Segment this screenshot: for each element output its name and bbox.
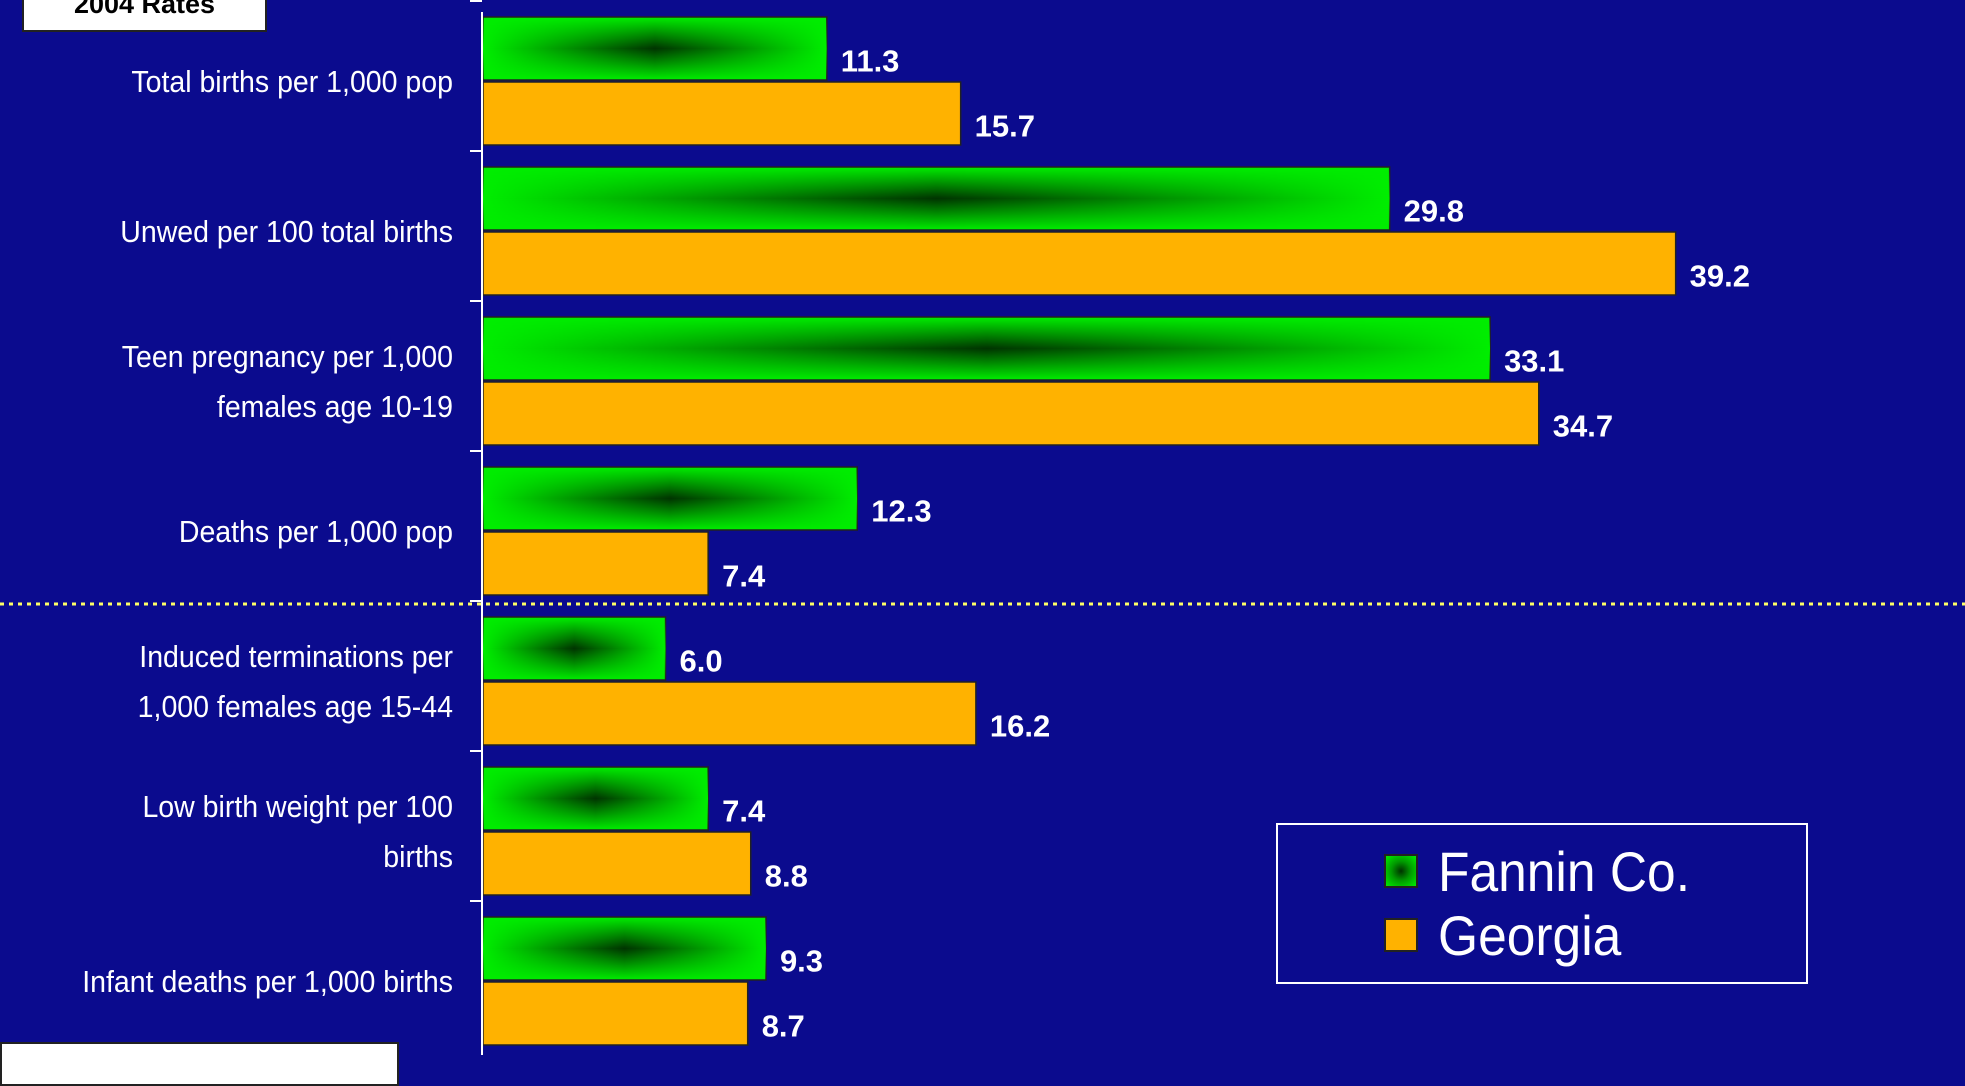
footer-box (0, 1042, 399, 1086)
bar-fannin-shading (483, 17, 827, 80)
legend-label-fannin: Fannin Co. (1438, 839, 1691, 903)
bar-georgia (482, 381, 1540, 446)
data-label-georgia: 7.4 (722, 559, 766, 594)
data-label-fannin: 29.8 (1404, 194, 1464, 229)
data-label-fannin: 11.3 (841, 44, 900, 79)
bar-fannin-shading (483, 167, 1390, 230)
category-label: Teen pregnancy per 1,000 (122, 340, 453, 374)
category-label: 1,000 females age 15-44 (138, 690, 453, 724)
category-label: Infant deaths per 1,000 births (82, 965, 453, 999)
bar-georgia (482, 831, 752, 896)
bar-fannin-shading (483, 767, 709, 830)
data-label-fannin: 9.3 (780, 944, 823, 979)
category-label: births (383, 840, 453, 874)
bar-fannin-shading (483, 317, 1491, 380)
data-label-fannin: 6.0 (680, 644, 723, 679)
chart: Total births per 1,000 pop 11.3 15.7 Unwed … (0, 0, 1965, 1055)
data-label-fannin: 7.4 (722, 794, 766, 829)
bar-fannin-shading (483, 467, 858, 530)
bar-georgia (482, 531, 709, 596)
data-label-georgia: 8.8 (765, 859, 808, 894)
category-label: Total births per 1,000 pop (131, 65, 453, 99)
data-label-georgia: 15.7 (975, 109, 1035, 144)
legend-swatch-fannin (1384, 854, 1418, 888)
bar-fannin-shading (483, 617, 666, 680)
data-label-fannin: 12.3 (871, 494, 931, 529)
category-label: Induced terminations per (139, 640, 453, 674)
chart-title: 2004 Rates (22, 0, 267, 32)
legend-swatch-georgia (1384, 918, 1418, 952)
category-label: Deaths per 1,000 pop (179, 515, 453, 549)
bar-georgia (482, 81, 962, 146)
legend: Fannin Co. Georgia (1276, 823, 1808, 984)
data-label-georgia: 8.7 (762, 1009, 805, 1044)
bar-georgia (482, 231, 1677, 296)
data-label-fannin: 33.1 (1504, 344, 1564, 379)
category-label: Low birth weight per 100 (142, 790, 453, 824)
bar-georgia (482, 981, 749, 1046)
legend-label-georgia: Georgia (1438, 903, 1622, 967)
legend-item-georgia: Georgia (1278, 903, 1806, 967)
data-label-georgia: 39.2 (1690, 259, 1750, 294)
category-label: females age 10-19 (217, 390, 453, 424)
data-label-georgia: 16.2 (990, 709, 1050, 744)
category-label: Unwed per 100 total births (120, 215, 453, 249)
legend-item-fannin: Fannin Co. (1278, 839, 1806, 903)
data-label-georgia: 34.7 (1553, 409, 1613, 444)
bar-fannin-shading (483, 917, 766, 980)
bar-georgia (482, 681, 977, 746)
